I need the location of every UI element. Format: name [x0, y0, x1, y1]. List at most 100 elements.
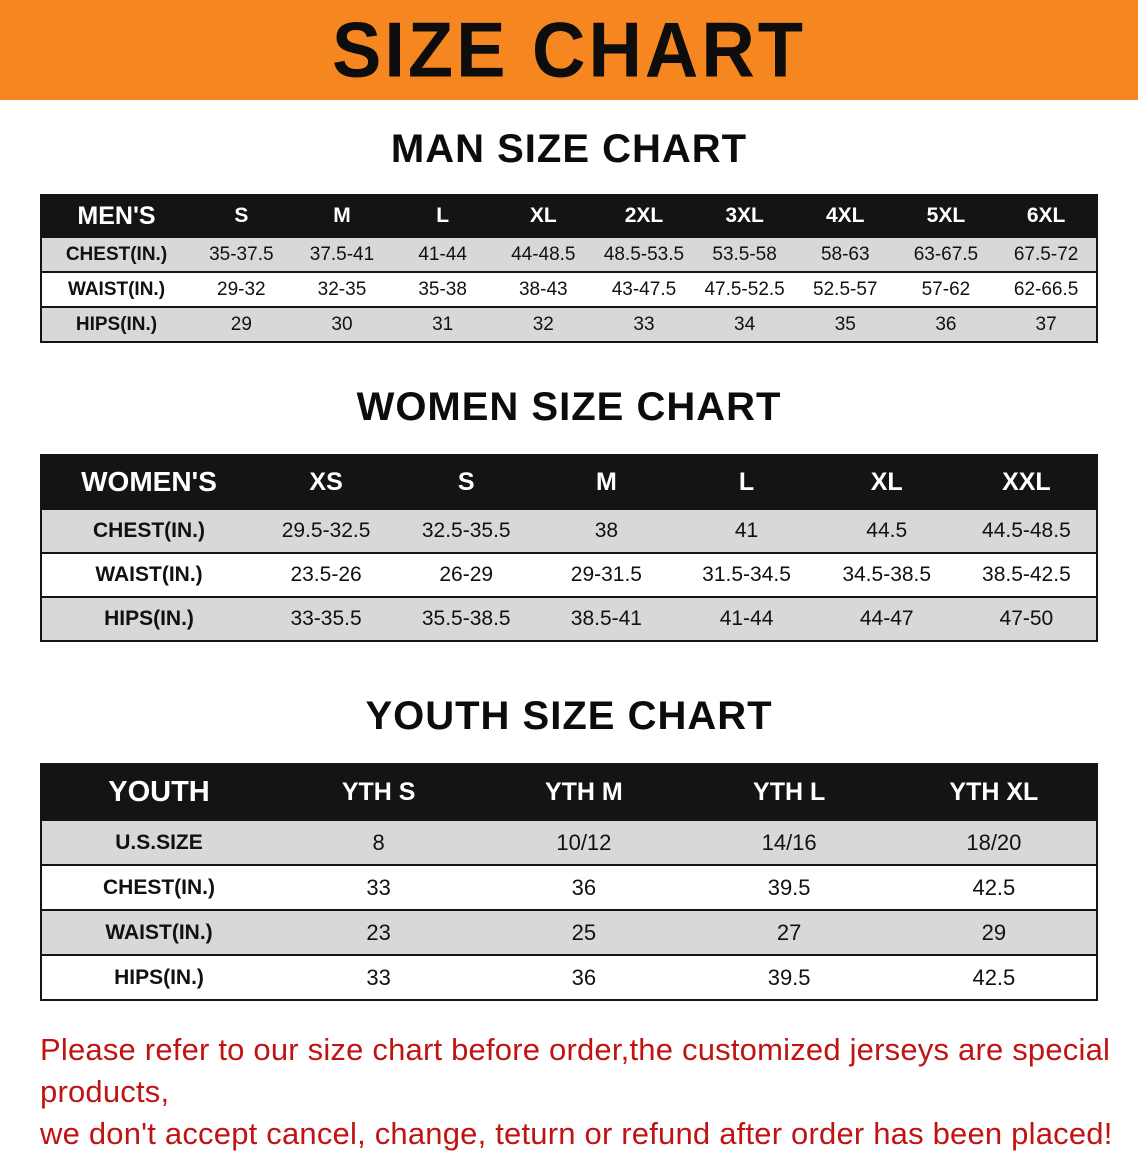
table-cell: 27 [776, 919, 802, 945]
men-size-chart-section: MAN SIZE CHART MEN'S S M L XL 2XL 3XL 4XL 5XL 6XL… [0, 127, 1138, 343]
men-section-heading: MAN SIZE CHART [390, 127, 748, 171]
table-cell: 41-44 [418, 243, 467, 265]
table-cell: 10/12 [556, 829, 612, 855]
table-cell: 29-31.5 [570, 563, 642, 586]
table-corner-label: WOMEN'S [41, 455, 256, 509]
table-row: WAIST(IN.) 23 25 27 29 [41, 910, 1097, 955]
footer-disclaimer-line-1: Please refer to our size chart before or… [40, 1032, 1111, 1109]
table-cell: 44-47 [859, 607, 914, 630]
table-corner-label: YOUTH [41, 764, 276, 820]
size-column-header: XL [492, 195, 594, 237]
row-label: CHEST(IN.) [103, 875, 215, 899]
table-cell: 34 [734, 313, 756, 335]
size-column-header: S [191, 195, 292, 237]
table-cell: 44.5 [866, 519, 908, 542]
row-label: HIPS(IN.) [104, 607, 194, 630]
table-cell: 23.5-26 [290, 563, 362, 586]
table-cell: 33 [366, 964, 391, 990]
women-size-chart-section: WOMEN SIZE CHART WOMEN'S XS S M L XL XXL CHEST(… [0, 385, 1138, 642]
size-column-header: YTH L [686, 764, 892, 820]
table-cell: 8 [372, 829, 385, 855]
row-label: WAIST(IN.) [67, 278, 166, 300]
row-label: CHEST(IN.) [65, 243, 168, 265]
table-cell: 36 [571, 964, 597, 990]
table-row: CHEST(IN.) 35-37.5 37.5-41 41-44 44-48.5 48.5… [41, 237, 1097, 272]
table-cell: 38 [594, 519, 619, 542]
size-column-header: XXL [956, 455, 1097, 509]
table-cell: 38-43 [518, 278, 568, 300]
size-column-header: 2XL [593, 195, 695, 237]
table-row: CHEST(IN.) 29.5-32.5 32.5-35.5 38 41 44.5 44.5… [41, 509, 1097, 553]
table-cell: 29 [981, 919, 1007, 945]
table-cell: 41 [734, 519, 759, 542]
row-label: HIPS(IN.) [75, 313, 158, 335]
table-cell: 35 [834, 313, 856, 335]
table-cell: 33-35.5 [290, 607, 362, 630]
table-cell: 26-29 [439, 563, 494, 586]
size-column-header: S [396, 455, 537, 509]
table-cell: 47.5-52.5 [704, 278, 785, 300]
table-cell: 32 [532, 313, 554, 335]
table-cell: 62-66.5 [1013, 278, 1079, 300]
table-cell: 29-32 [217, 278, 266, 300]
table-cell: 39.5 [767, 964, 811, 990]
table-cell: 48.5-53.5 [603, 243, 685, 265]
table-cell: 25 [571, 919, 597, 945]
banner-title: SIZE CHART [332, 5, 806, 94]
row-label: CHEST(IN.) [93, 519, 205, 542]
table-cell: 33 [633, 313, 655, 335]
row-label: HIPS(IN.) [114, 965, 204, 989]
size-column-header: 6XL [996, 195, 1097, 237]
youth-section-heading: YOUTH SIZE CHART [365, 694, 773, 738]
table-cell: 34.5-38.5 [842, 563, 932, 586]
table-cell: 37 [1035, 313, 1057, 335]
size-chart-banner: SIZE CHART [0, 0, 1138, 100]
size-column-header: XL [816, 455, 957, 509]
size-column-header: 5XL [895, 195, 997, 237]
youth-size-table: YOUTH YTH S YTH M YTH L YTH XL U.S.SIZE 8 10/12… [40, 763, 1098, 1001]
women-section-heading: WOMEN SIZE CHART [356, 385, 782, 429]
table-cell: 52.5-57 [813, 278, 878, 300]
youth-size-chart-section: YOUTH SIZE CHART YOUTH YTH S YTH M YTH L YTH… [0, 694, 1138, 1001]
table-cell: 33 [366, 874, 391, 900]
table-cell: 29.5-32.5 [281, 519, 371, 542]
size-column-header: M [536, 455, 677, 509]
size-column-header: 4XL [794, 195, 896, 237]
table-row: HIPS(IN.) 33-35.5 35.5-38.5 38.5-41 41-44 44-… [41, 597, 1097, 641]
table-cell: 30 [331, 313, 353, 335]
table-row: WAIST(IN.) 29-32 32-35 35-38 38-43 43-47.5 47.… [41, 272, 1097, 307]
size-column-header: YTH S [276, 764, 482, 820]
table-cell: 42.5 [972, 874, 1016, 900]
table-cell: 23 [366, 919, 391, 945]
table-cell: 39.5 [767, 874, 811, 900]
footer-disclaimer-line-2: we don't accept cancel, change, teturn o… [40, 1115, 1113, 1151]
table-cell: 44-48.5 [511, 243, 576, 265]
table-cell: 31.5-34.5 [702, 563, 791, 586]
table-cell: 67.5-72 [1013, 243, 1079, 265]
size-column-header: XS [256, 455, 397, 509]
men-size-table: MEN'S S M L XL 2XL 3XL 4XL 5XL 6XL CHEST(IN.) 35-37… [40, 194, 1098, 343]
table-cell: 44.5-48.5 [982, 519, 1071, 542]
table-cell: 38.5-41 [570, 607, 642, 630]
size-column-header: M [291, 195, 393, 237]
table-cell: 36 [571, 874, 597, 900]
table-cell: 32-35 [317, 278, 367, 300]
row-label: WAIST(IN.) [95, 563, 203, 586]
table-corner-label: MEN'S [41, 195, 191, 237]
footer-disclaimer: Please refer to our size chart before or… [40, 1029, 1118, 1155]
size-column-header: YTH XL [891, 764, 1097, 820]
size-column-header: L [392, 195, 493, 237]
row-label: WAIST(IN.) [105, 920, 213, 944]
table-row: HIPS(IN.) 29 30 31 32 33 34 35 36 37 [41, 307, 1097, 342]
table-cell: 37.5-41 [309, 243, 375, 265]
table-header-row: YOUTH YTH S YTH M YTH L YTH XL [41, 764, 1097, 820]
size-column-header: YTH M [481, 764, 687, 820]
table-row: HIPS(IN.) 33 36 39.5 42.5 [41, 955, 1097, 1000]
size-column-header: L [676, 455, 817, 509]
table-cell: 35.5-38.5 [421, 607, 511, 630]
table-cell: 14/16 [761, 829, 817, 855]
table-cell: 63-67.5 [913, 243, 979, 265]
table-row: CHEST(IN.) 33 36 39.5 42.5 [41, 865, 1097, 910]
table-cell: 29 [230, 313, 252, 335]
table-row: U.S.SIZE 8 10/12 14/16 18/20 [41, 820, 1097, 865]
